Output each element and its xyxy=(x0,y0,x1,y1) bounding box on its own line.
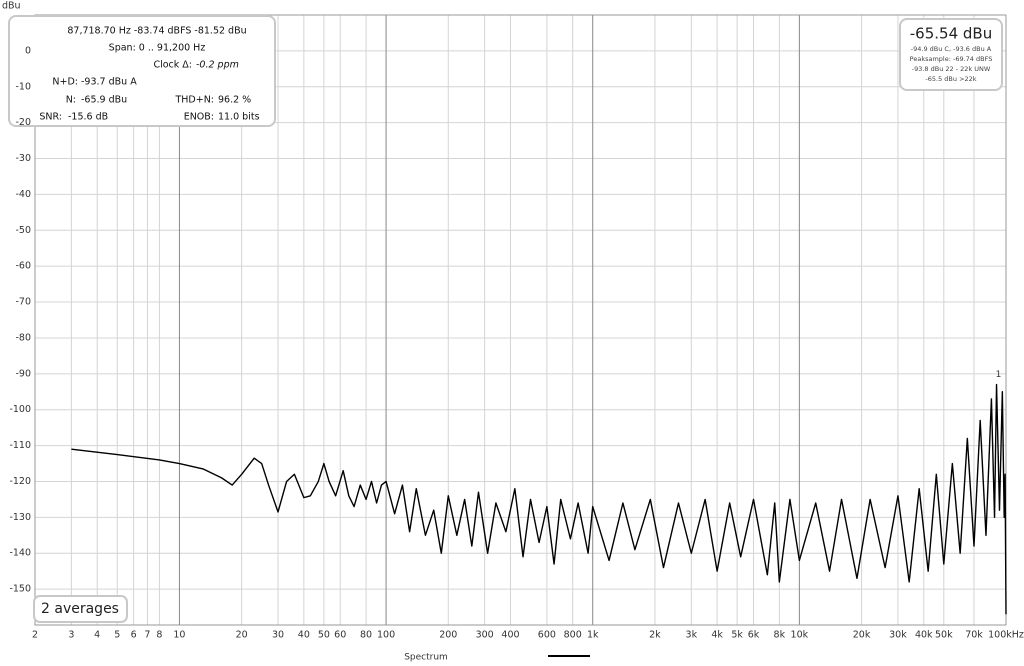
y-tick-label: -10 xyxy=(15,81,31,92)
x-tick-label: 80 xyxy=(360,630,372,641)
y-tick-label: -80 xyxy=(15,332,31,343)
x-tick-label: 4 xyxy=(94,630,100,641)
x-tick-label: 100 xyxy=(377,630,395,641)
level-line: -65.5 dBu >22k xyxy=(925,75,976,83)
y-tick-label: -150 xyxy=(9,584,31,595)
x-tick-label: 200 xyxy=(439,630,457,641)
x-tick-label: 50k xyxy=(935,630,953,641)
plot-frame xyxy=(34,14,1007,626)
readout-label: ENOB: xyxy=(184,112,214,123)
peak-marker: 1 xyxy=(996,370,1002,380)
x-tick-label: 40k xyxy=(915,630,933,641)
y-tick-label: -50 xyxy=(15,225,31,236)
readout-value: 96.2 % xyxy=(218,95,251,106)
readout-value: -15.6 dB xyxy=(68,112,108,123)
x-tick-label: 20 xyxy=(236,630,248,641)
readout-value: 11.0 bits xyxy=(218,112,260,123)
readout-line: Span: 0 .. 91,200 Hz xyxy=(109,43,206,54)
y-tick-label: -110 xyxy=(9,440,31,451)
x-tick-label: 6k xyxy=(748,630,760,641)
x-tick-label: 40 xyxy=(298,630,310,641)
x-tick-label: 600 xyxy=(538,630,556,641)
y-tick-label: -60 xyxy=(15,261,31,272)
y-tick-label: -100 xyxy=(9,404,31,415)
x-tick-label: 5 xyxy=(114,630,120,641)
level-box xyxy=(899,18,1003,91)
x-tick-label: 5k xyxy=(731,630,743,641)
level-line: -94.9 dBu C, -93.6 dBu A xyxy=(911,45,992,53)
x-tick-label: 100kHz xyxy=(988,630,1024,641)
x-tick-label: 10 xyxy=(173,630,185,641)
readout-label: Clock Δ: xyxy=(153,60,192,71)
x-tick-label: 20k xyxy=(853,630,871,641)
x-tick-label: 300 xyxy=(476,630,494,641)
level-line: Peaksample: -69.74 dBFS xyxy=(910,55,993,63)
y-tick-label: -40 xyxy=(15,189,31,200)
readout-label: N+D: xyxy=(52,77,78,88)
x-tick-label: 7 xyxy=(144,630,150,641)
x-tick-label: 2 xyxy=(32,630,38,641)
x-tick-label: 2k xyxy=(649,630,661,641)
readout-line: 87,718.70 Hz -83.74 dBFS -81.52 dBu xyxy=(67,26,246,37)
y-axis-label: dBu xyxy=(2,1,21,12)
readout-value: -93.7 dBu A xyxy=(81,77,137,88)
legend-label: Spectrum xyxy=(404,653,448,663)
x-tick-label: 70k xyxy=(965,630,983,641)
readout-value: -65.9 dBu xyxy=(81,95,127,106)
y-tick-label: -70 xyxy=(15,297,31,308)
x-tick-label: 10k xyxy=(791,630,809,641)
y-tick-label: -30 xyxy=(15,153,31,164)
readout-label: THD+N: xyxy=(174,95,214,106)
x-tick-label: 3 xyxy=(68,630,74,641)
x-tick-label: 30k xyxy=(889,630,907,641)
readout-label: SNR: xyxy=(39,112,62,123)
y-tick-label: -120 xyxy=(9,476,31,487)
x-tick-label: 8k xyxy=(774,630,786,641)
x-tick-label: 400 xyxy=(501,630,519,641)
readout-value: -0.2 ppm xyxy=(196,60,239,71)
y-tick-label: -140 xyxy=(9,548,31,559)
y-tick-label: -90 xyxy=(15,368,31,379)
y-tick-label: -20 xyxy=(15,117,31,128)
x-tick-label: 3k xyxy=(686,630,698,641)
x-tick-label: 800 xyxy=(564,630,582,641)
averages-box xyxy=(33,595,128,623)
readout-label: N: xyxy=(66,95,76,106)
plot xyxy=(71,383,1007,615)
series-line xyxy=(71,383,1007,615)
x-tick-label: 1k xyxy=(587,630,599,641)
level-main: -65.54 dBu xyxy=(910,25,992,43)
x-tick-label: 6 xyxy=(131,630,137,641)
level-line: -93.8 dBu 22 - 22k UNW xyxy=(912,65,991,73)
x-tick-label: 50 xyxy=(318,630,330,641)
x-tick-label: 30 xyxy=(272,630,284,641)
x-tick-label: 60 xyxy=(334,630,346,641)
x-tick-label: 8 xyxy=(156,630,162,641)
averages: 2 averages xyxy=(41,601,119,617)
y-tick-label: 0 xyxy=(25,45,31,56)
y-tick-label: -130 xyxy=(9,512,31,523)
x-tick-label: 4k xyxy=(711,630,723,641)
readout-box xyxy=(8,15,276,127)
